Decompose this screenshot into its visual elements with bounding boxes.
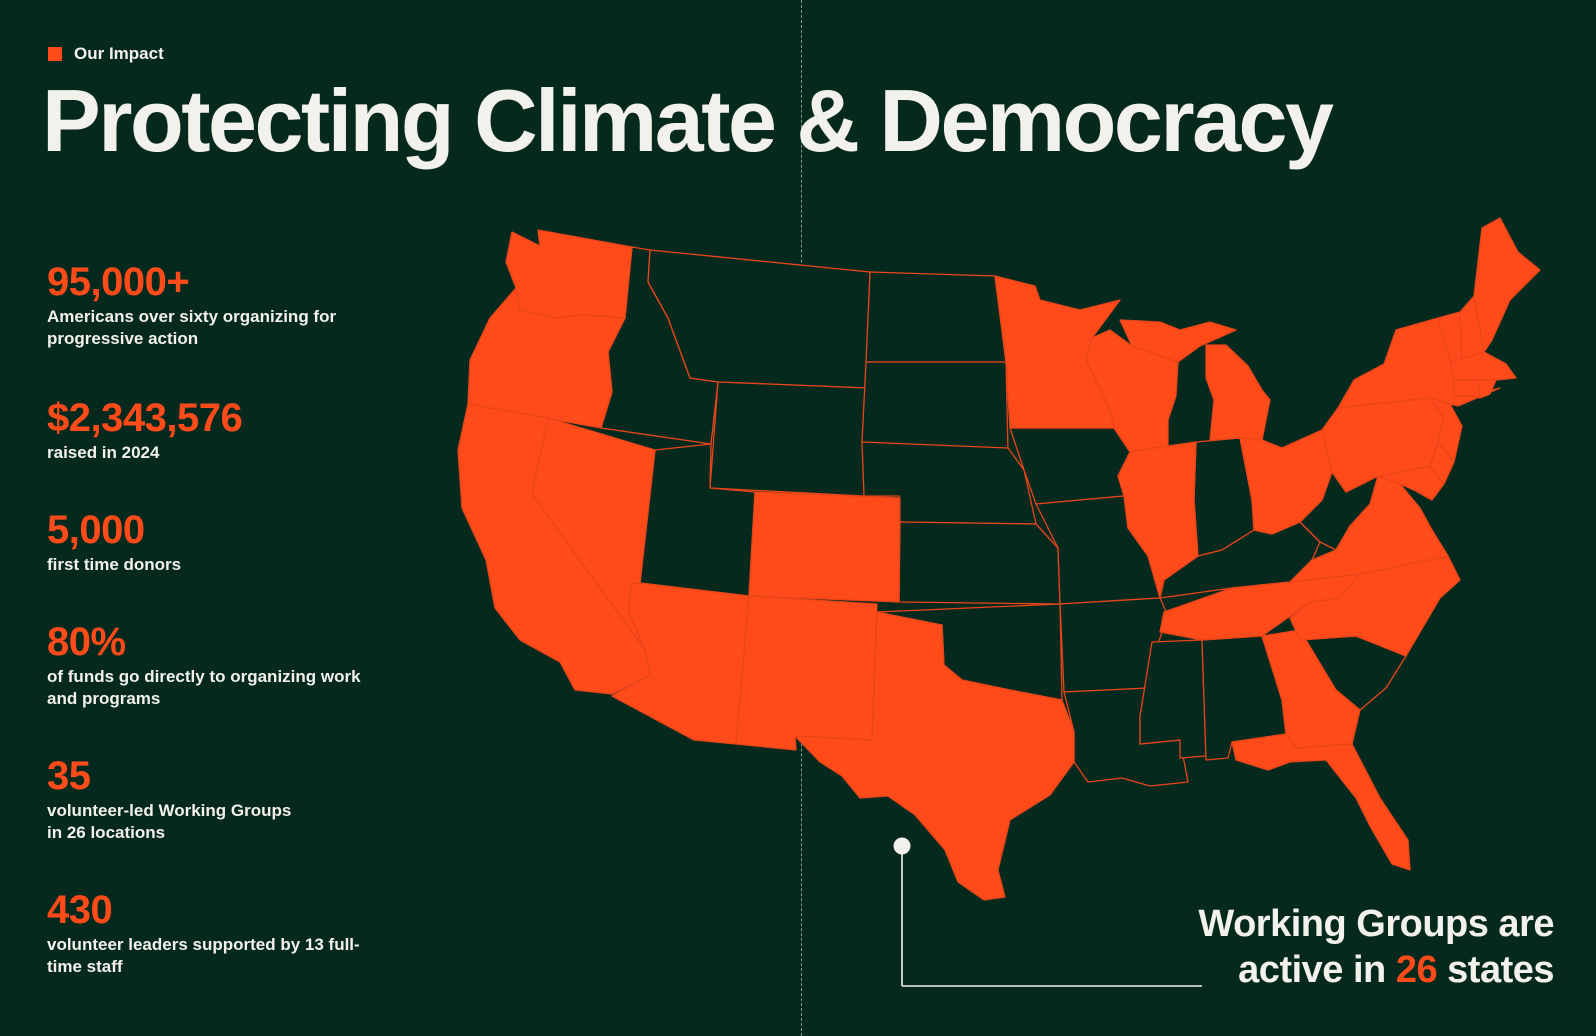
callout-prefix: active in <box>1238 948 1386 991</box>
stat-item: 95,000+ Americans over sixty organizing … <box>47 258 387 394</box>
state-florida <box>1231 733 1411 871</box>
orange-square-icon <box>48 47 62 61</box>
stat-label: Americans over sixty organizing for prog… <box>47 306 387 350</box>
state-connecticut <box>1453 379 1481 399</box>
state-illinois <box>1117 441 1199 599</box>
stat-label: raised in 2024 <box>47 442 387 464</box>
page-title: Protecting Climate & Democracy <box>42 71 1334 170</box>
stat-label-line: raised in 2024 <box>47 443 160 462</box>
callout-dot-icon <box>893 837 911 855</box>
stat-label-line: volunteer leaders supported by 13 full- <box>47 935 360 954</box>
callout-line-2: active in 26 states <box>1198 948 1554 994</box>
working-groups-callout: Working Groups are active in 26 states <box>1198 902 1554 993</box>
state-colorado <box>748 491 901 603</box>
stat-label: volunteer leaders supported by 13 full- … <box>47 934 387 978</box>
stat-value: 35 <box>47 754 91 798</box>
state-oregon <box>467 287 626 429</box>
callout-state-count: 26 <box>1395 948 1438 991</box>
state-rhode-island <box>1477 379 1497 399</box>
stat-value: 430 <box>47 888 113 932</box>
stat-item: $2,343,576 raised in 2024 <box>47 394 387 506</box>
eyebrow: Our Impact <box>48 44 164 64</box>
state-ohio <box>1239 429 1333 535</box>
state-maine <box>1473 217 1541 353</box>
stat-value: 95,000+ <box>47 260 190 304</box>
stat-item: 80% of funds go directly to organizing w… <box>47 618 387 752</box>
stat-label-line: in 26 locations <box>47 823 166 843</box>
stat-label-line: Americans over sixty organizing for <box>47 307 337 326</box>
stat-label-line: time staff <box>47 957 123 977</box>
stat-label-line: of funds go directly to organizing work <box>47 667 361 686</box>
stat-item: 35 volunteer-led Working Groups in 26 lo… <box>47 752 387 886</box>
state-wisconsin <box>1085 329 1179 453</box>
stat-item: 430 volunteer leaders supported by 13 fu… <box>47 886 387 978</box>
stat-label-line: first time donors <box>47 555 182 574</box>
us-states-map <box>457 217 1541 901</box>
stat-label-line: and programs <box>47 689 161 709</box>
state-texas <box>794 611 1075 901</box>
stat-value: $2,343,576 <box>47 396 243 440</box>
stat-value: 80% <box>47 620 126 664</box>
callout-suffix: states <box>1447 948 1554 991</box>
callout-line-1: Working Groups are <box>1198 903 1554 945</box>
state-michigan-upper <box>1119 319 1237 363</box>
stat-label: first time donors <box>47 554 387 576</box>
state-north-carolina <box>1289 555 1461 657</box>
stat-label-line: progressive action <box>47 329 199 349</box>
stat-label: of funds go directly to organizing work … <box>47 666 387 710</box>
eyebrow-label: Our Impact <box>74 44 164 63</box>
stat-item: 5,000 first time donors <box>47 506 387 618</box>
stat-value: 5,000 <box>47 508 145 552</box>
stat-label-line: volunteer-led Working Groups <box>47 801 292 820</box>
stat-label: volunteer-led Working Groups in 26 locat… <box>47 800 387 844</box>
stats-list: 95,000+ Americans over sixty organizing … <box>47 258 387 978</box>
